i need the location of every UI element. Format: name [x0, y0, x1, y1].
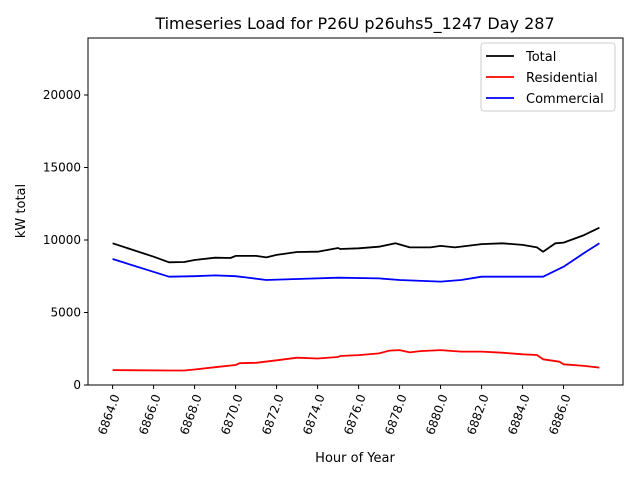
- chart-title: Timeseries Load for P26U p26uhs5_1247 Da…: [154, 14, 554, 34]
- y-tick-label: 5000: [50, 305, 81, 319]
- x-tick-label: 6882.0: [464, 392, 492, 436]
- x-tick-label: 6866.0: [136, 392, 164, 436]
- y-axis-label: kW total: [14, 184, 29, 238]
- x-axis-label: Hour of Year: [315, 451, 395, 466]
- y-tick-label: 15000: [43, 160, 81, 174]
- x-axis: 6864.0 6866.0 6868.0 6870.0 6872.0 6874.0 6876…: [95, 385, 573, 437]
- x-tick-label: 6864.0: [95, 392, 123, 436]
- x-tick-label: 6886.0: [546, 392, 574, 436]
- x-tick-label: 6874.0: [300, 392, 328, 436]
- x-tick-label: 6876.0: [341, 392, 369, 436]
- x-tick-label: 6870.0: [218, 392, 246, 436]
- series-lines: [113, 228, 600, 371]
- x-tick-label: 6884.0: [505, 392, 533, 436]
- y-tick-label: 10000: [43, 233, 81, 247]
- legend-label-residential: Residential: [526, 71, 598, 86]
- legend-label-total: Total: [525, 50, 556, 65]
- legend-label-commercial: Commercial: [526, 92, 604, 107]
- series-line-residential: [113, 350, 600, 370]
- chart: Timeseries Load for P26U p26uhs5_1247 Da…: [0, 0, 640, 480]
- y-axis: 0 5000 10000 15000 20000: [43, 88, 88, 392]
- legend: Total Residential Commercial: [481, 43, 615, 111]
- series-line-total: [113, 228, 600, 263]
- x-tick-label: 6880.0: [423, 392, 451, 436]
- x-tick-label: 6878.0: [382, 392, 410, 436]
- y-tick-label: 0: [73, 378, 81, 392]
- x-tick-label: 6868.0: [177, 392, 205, 436]
- y-tick-label: 20000: [43, 88, 81, 102]
- x-tick-label: 6872.0: [259, 392, 287, 436]
